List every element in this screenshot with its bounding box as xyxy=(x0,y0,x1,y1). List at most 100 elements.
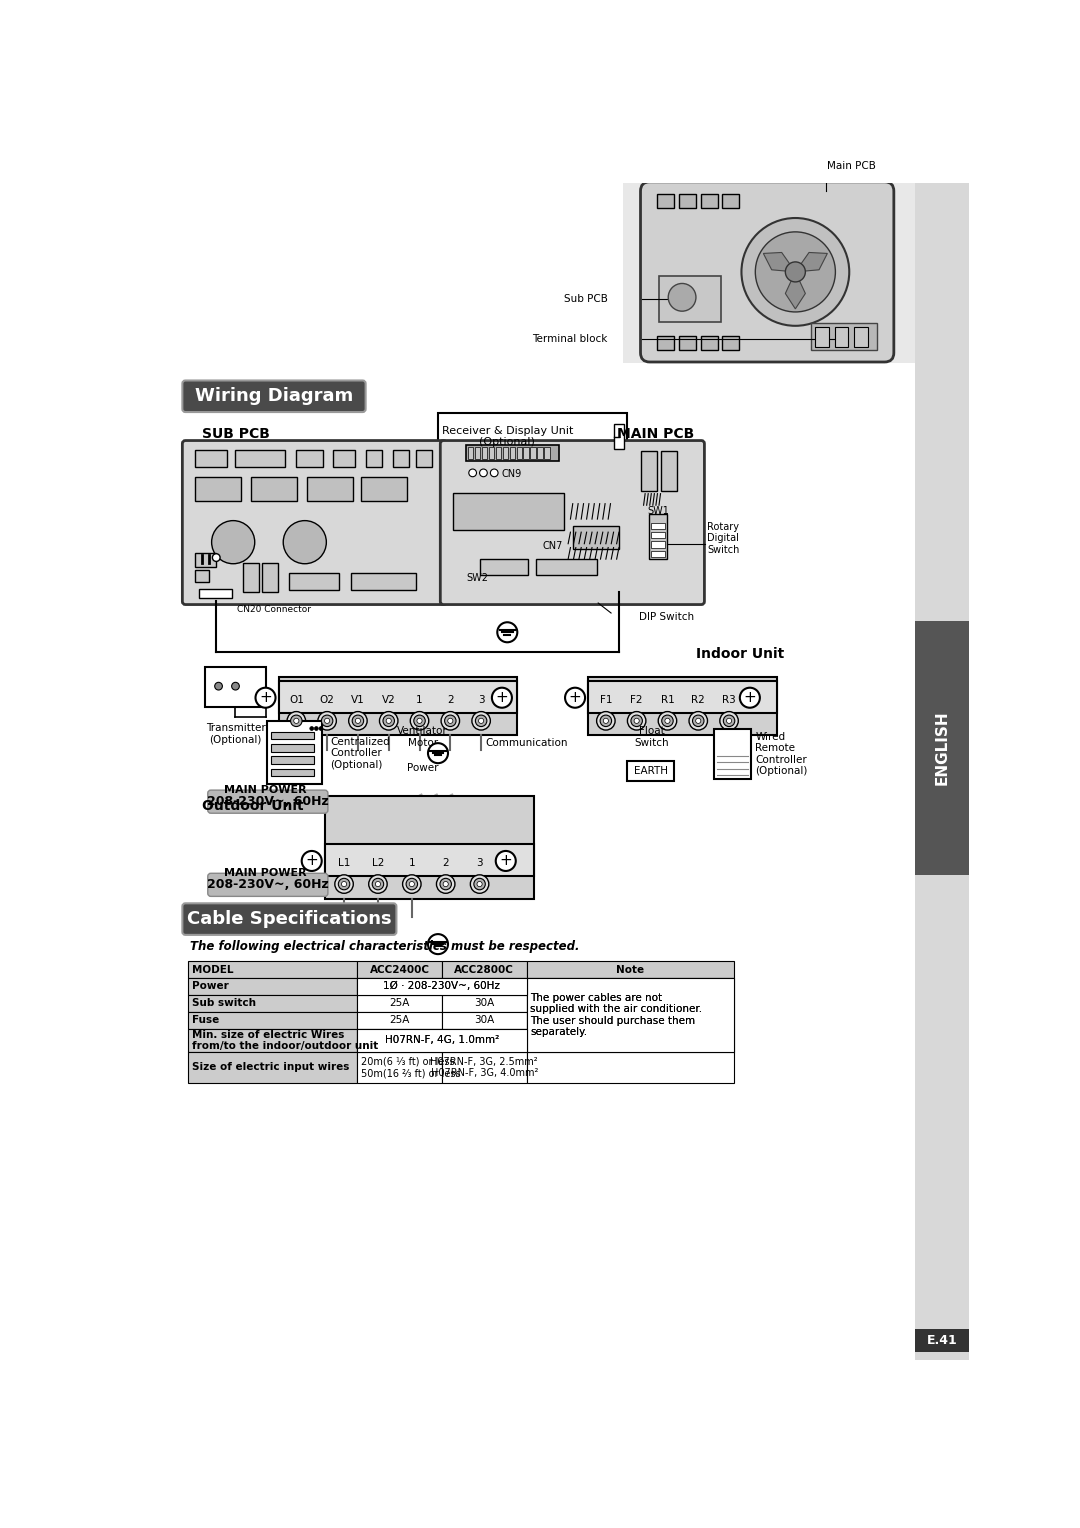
Bar xyxy=(188,995,357,1012)
FancyBboxPatch shape xyxy=(441,440,704,605)
Text: Centralized
Controller
(Optional): Centralized Controller (Optional) xyxy=(330,736,390,770)
Text: F1: F1 xyxy=(599,695,612,704)
Text: 25A: 25A xyxy=(389,998,409,1008)
Bar xyxy=(481,559,528,575)
Bar xyxy=(468,446,473,458)
Bar xyxy=(489,446,495,458)
Bar xyxy=(357,1051,442,1083)
Circle shape xyxy=(662,715,673,726)
Bar xyxy=(361,477,407,501)
Text: 1Ø · 208-230V~, 60Hz: 1Ø · 208-230V~, 60Hz xyxy=(383,981,500,992)
Bar xyxy=(357,1012,442,1028)
Text: R2: R2 xyxy=(691,695,705,704)
FancyBboxPatch shape xyxy=(183,380,366,413)
Circle shape xyxy=(469,469,476,477)
Circle shape xyxy=(785,261,806,283)
FancyBboxPatch shape xyxy=(183,903,396,935)
Text: Outdoor Unit: Outdoor Unit xyxy=(202,799,303,813)
Circle shape xyxy=(383,715,394,726)
Bar xyxy=(723,194,739,208)
Text: Power: Power xyxy=(407,762,438,773)
Circle shape xyxy=(379,712,397,730)
Bar xyxy=(393,449,408,466)
Bar xyxy=(188,1051,357,1083)
Bar xyxy=(679,336,696,350)
Text: ACC2400C: ACC2400C xyxy=(369,964,430,975)
Text: Indoor Unit: Indoor Unit xyxy=(697,646,784,660)
Text: MAIN POWER: MAIN POWER xyxy=(224,785,307,795)
Circle shape xyxy=(441,712,460,730)
Circle shape xyxy=(443,882,448,886)
Bar xyxy=(623,183,916,362)
Circle shape xyxy=(448,718,453,723)
Bar xyxy=(442,1028,527,1051)
Circle shape xyxy=(669,284,696,312)
Text: 1: 1 xyxy=(416,695,423,704)
Text: MAIN POWER: MAIN POWER xyxy=(224,868,307,879)
Circle shape xyxy=(440,879,451,889)
FancyBboxPatch shape xyxy=(640,182,894,362)
Bar xyxy=(649,515,667,559)
Bar xyxy=(357,978,527,995)
Circle shape xyxy=(600,715,611,726)
Circle shape xyxy=(287,712,306,730)
Text: 208-230V~, 60Hz: 208-230V~, 60Hz xyxy=(207,879,328,891)
Circle shape xyxy=(658,712,677,730)
Text: +: + xyxy=(569,691,581,706)
Text: +: + xyxy=(499,854,512,868)
Bar xyxy=(811,322,877,350)
Circle shape xyxy=(352,715,364,726)
Bar xyxy=(651,541,665,547)
Text: F2: F2 xyxy=(631,695,643,704)
Text: 208-230V~, 60Hz: 208-230V~, 60Hz xyxy=(207,795,328,808)
Circle shape xyxy=(665,718,670,723)
Text: R3: R3 xyxy=(723,695,735,704)
Text: +: + xyxy=(259,691,272,706)
Circle shape xyxy=(341,882,347,886)
Circle shape xyxy=(291,715,302,726)
Circle shape xyxy=(403,876,421,894)
Polygon shape xyxy=(795,252,827,272)
Bar xyxy=(544,446,550,458)
Circle shape xyxy=(477,882,482,886)
Bar xyxy=(234,449,285,466)
Bar xyxy=(527,1012,734,1028)
FancyBboxPatch shape xyxy=(207,874,328,897)
Bar xyxy=(723,336,739,350)
Bar xyxy=(516,446,522,458)
Bar xyxy=(714,729,751,779)
Bar xyxy=(188,978,357,995)
Bar xyxy=(357,995,442,1012)
Text: Float
Switch: Float Switch xyxy=(635,726,670,747)
Text: 20m(6 ⅓ ft) or less
50m(16 ⅔ ft) or less: 20m(6 ⅓ ft) or less 50m(16 ⅔ ft) or less xyxy=(361,1056,461,1079)
Bar xyxy=(701,194,717,208)
Text: Sub PCB: Sub PCB xyxy=(564,293,607,304)
Circle shape xyxy=(310,727,313,730)
Circle shape xyxy=(335,876,353,894)
Bar xyxy=(589,681,777,714)
Bar xyxy=(536,559,597,575)
Bar xyxy=(589,677,777,735)
Text: SW1: SW1 xyxy=(647,506,670,515)
Circle shape xyxy=(213,553,220,561)
Text: MAIN PCB: MAIN PCB xyxy=(617,426,693,440)
Bar xyxy=(194,570,208,582)
Text: V2: V2 xyxy=(382,695,395,704)
Bar xyxy=(442,1012,527,1028)
Bar xyxy=(442,978,527,995)
Bar xyxy=(527,978,734,995)
Bar xyxy=(527,995,734,1012)
Circle shape xyxy=(410,712,429,730)
Text: 3: 3 xyxy=(477,695,485,704)
Text: Wiring Diagram: Wiring Diagram xyxy=(194,387,353,405)
Bar xyxy=(659,275,720,322)
Bar xyxy=(916,183,969,1360)
Circle shape xyxy=(719,712,739,730)
Text: 3: 3 xyxy=(476,859,483,868)
FancyBboxPatch shape xyxy=(183,440,446,605)
Circle shape xyxy=(338,879,350,889)
Bar xyxy=(357,978,442,995)
Bar xyxy=(194,449,227,466)
Bar xyxy=(467,445,558,460)
Bar xyxy=(835,327,849,347)
